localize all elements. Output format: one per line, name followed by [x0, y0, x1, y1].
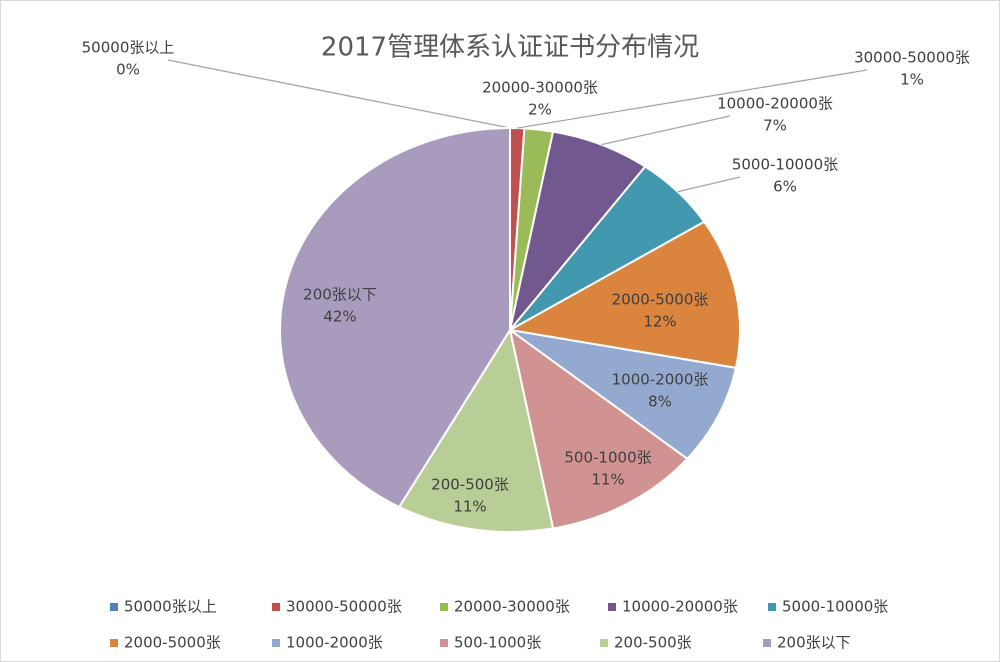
data-label-value: 6%: [773, 178, 797, 196]
data-label-value: 2%: [528, 101, 552, 119]
data-label-name: 30000-50000张: [854, 49, 970, 67]
legend-swatch: [600, 639, 608, 647]
legend-label: 500-1000张: [454, 634, 541, 652]
data-label-name: 200张以下: [303, 286, 377, 304]
legend-label: 50000张以上: [124, 598, 217, 616]
legend-label: 200张以下: [777, 634, 851, 652]
legend-label: 10000-20000张: [622, 598, 738, 616]
legend-swatch: [110, 639, 118, 647]
legend-label: 2000-5000张: [124, 634, 221, 652]
data-label-name: 5000-10000张: [732, 156, 838, 174]
data-label-value: 1%: [900, 71, 924, 89]
data-label-value: 42%: [323, 308, 356, 326]
legend-swatch: [608, 603, 616, 611]
pie-slice: [508, 327, 689, 530]
pie-slice: [397, 327, 555, 533]
legend-label: 1000-2000张: [286, 634, 383, 652]
leader-line: [601, 115, 731, 146]
legend-swatch: [440, 639, 448, 647]
pie-slice: [509, 329, 738, 461]
data-label-name: 20000-30000张: [482, 79, 598, 97]
legend-swatch: [763, 639, 771, 647]
pie-slice: [509, 130, 647, 331]
legend-swatch: [272, 603, 280, 611]
data-label-name: 50000张以上: [82, 39, 175, 57]
legend-swatch: [272, 639, 280, 647]
legend-swatch: [110, 603, 118, 611]
data-label-value: 0%: [116, 61, 140, 79]
data-label-value: 11%: [591, 471, 624, 489]
legend-label: 20000-30000张: [454, 598, 570, 616]
data-label-name: 10000-20000张: [717, 95, 833, 113]
data-label-value: 8%: [648, 393, 672, 411]
pie-slice: [279, 126, 511, 509]
legend-label: 200-500张: [614, 634, 692, 652]
data-label-name: 2000-5000张: [612, 291, 709, 309]
legend-label: 30000-50000张: [286, 598, 402, 616]
leader-line: [167, 59, 511, 129]
leader-line: [517, 69, 868, 129]
chart-title: 2017管理体系认证证书分布情况: [321, 33, 699, 63]
leader-line: [677, 176, 741, 193]
legend-label: 5000-10000张: [782, 598, 888, 616]
legend-swatch: [440, 603, 448, 611]
data-label-value: 11%: [453, 498, 486, 516]
data-label-value: 7%: [763, 117, 787, 135]
data-label-name: 1000-2000张: [612, 371, 709, 389]
pie-slice: [507, 220, 741, 369]
data-label-name: 200-500张: [431, 476, 509, 494]
legend-swatch: [768, 603, 776, 611]
data-label-name: 500-1000张: [564, 449, 651, 467]
data-label-value: 12%: [643, 313, 676, 331]
